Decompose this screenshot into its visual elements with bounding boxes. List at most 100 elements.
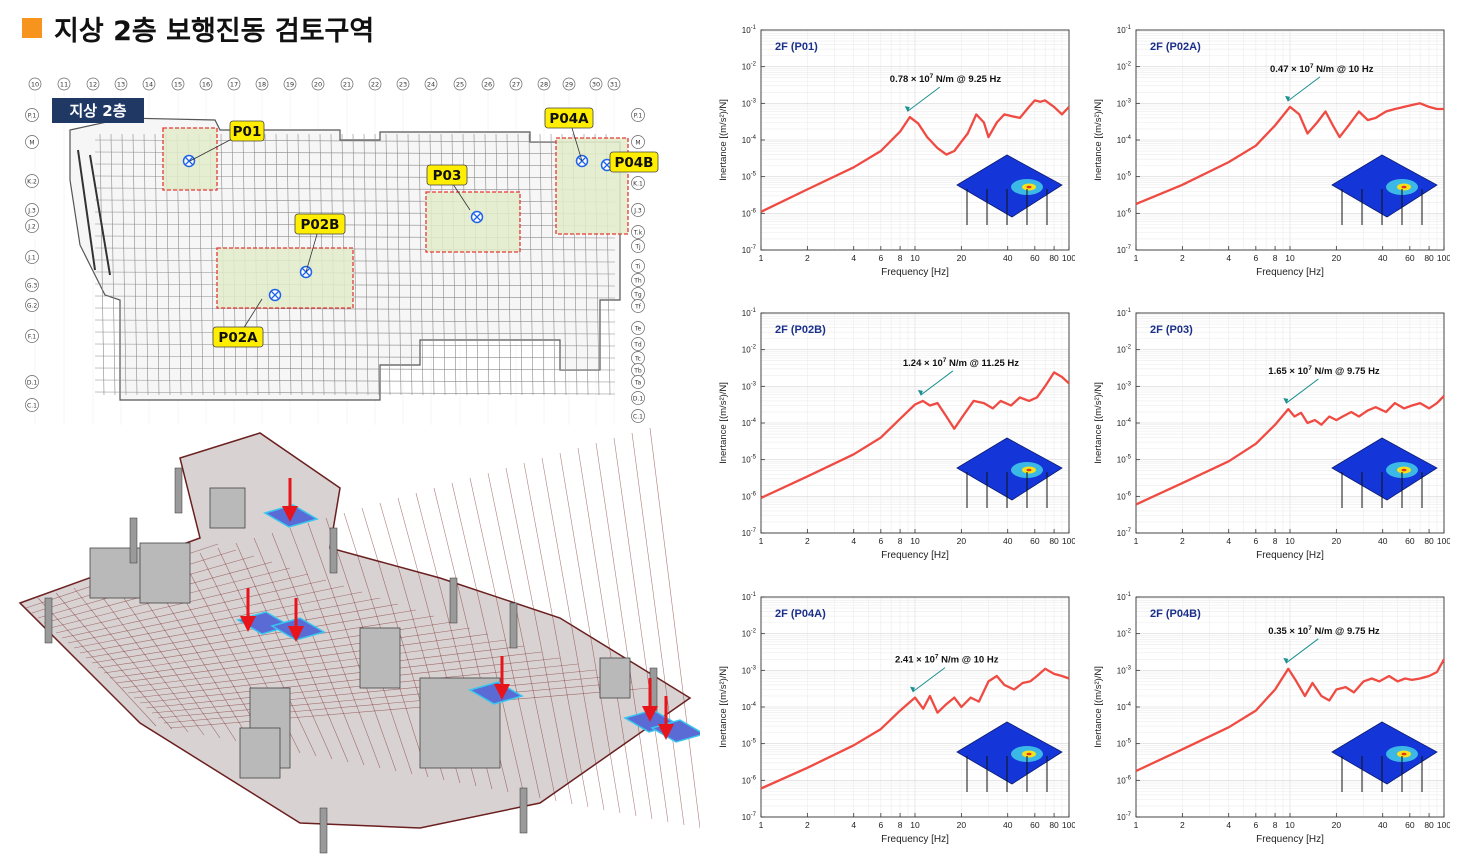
annotation-leader bbox=[912, 667, 946, 693]
grid-axis-label: 19 bbox=[286, 81, 294, 89]
grid-axis-label: J.3 bbox=[633, 208, 642, 215]
y-axis-label: Inertance [(m/s²)/N] bbox=[1093, 666, 1104, 748]
grid-axis-bubble bbox=[424, 77, 438, 91]
x-tick-label: 10 bbox=[910, 820, 920, 830]
grid-axis-label: 14 bbox=[145, 81, 153, 89]
grid-line bbox=[61, 579, 327, 639]
measurement-cross bbox=[271, 291, 279, 299]
grid-line bbox=[217, 547, 317, 757]
x-tick-label: 2 bbox=[805, 536, 810, 546]
mode-shape-peak bbox=[1026, 468, 1032, 472]
grid-axis-label: 20 bbox=[314, 81, 322, 89]
chart-p04a: 1 2 4 6 8 10 20 40 60 80 100 10-7 10-6 10-5 10-4 10-3 10… bbox=[718, 592, 1075, 845]
y-tick-label: 10-7 bbox=[1117, 528, 1132, 538]
beam-line bbox=[132, 133, 138, 396]
annotation-leader bbox=[907, 86, 941, 112]
grid-axis-bubble bbox=[227, 77, 241, 91]
x-tick-label: 2 bbox=[1180, 820, 1185, 830]
beam-line bbox=[94, 367, 616, 371]
grid bbox=[760, 597, 1069, 818]
mode-shape-plate bbox=[956, 721, 1063, 785]
grid-axis-label: Ti bbox=[634, 264, 640, 271]
grid-axis-label: J.2 bbox=[27, 224, 36, 231]
grid-axis-label: 13 bbox=[117, 81, 125, 89]
zone-p04b: P04B bbox=[600, 151, 659, 173]
grid-line bbox=[613, 437, 669, 823]
grid-axis-bubble bbox=[631, 391, 645, 405]
x-tick-label: 1 bbox=[1134, 820, 1139, 830]
grid-axis-label: 30 bbox=[592, 81, 600, 89]
arrow-head bbox=[240, 616, 256, 632]
y-tick-label: 10-3 bbox=[742, 381, 757, 391]
grid-axis-label: 31 bbox=[610, 81, 618, 89]
x-tick-label: 6 bbox=[1253, 536, 1258, 546]
grid-line bbox=[67, 585, 345, 644]
y-tick-label: 10-3 bbox=[742, 665, 757, 675]
grid-line bbox=[307, 522, 397, 772]
x-tick-label: 80 bbox=[1049, 253, 1059, 263]
grid-line bbox=[79, 597, 381, 654]
zone-p01: P01 bbox=[162, 120, 265, 191]
mode-shape-plate bbox=[956, 437, 1063, 501]
grid-line bbox=[115, 633, 489, 684]
x-tick-label: 40 bbox=[1378, 253, 1388, 263]
framing-lines bbox=[94, 133, 616, 396]
grid-axis-bubble bbox=[631, 203, 645, 217]
grid bbox=[760, 313, 1069, 534]
y-tick-label: 10-6 bbox=[1117, 208, 1132, 218]
grid-axis-bubble bbox=[311, 77, 325, 91]
x-tick-label: 40 bbox=[1003, 253, 1013, 263]
y-tick-label: 10-1 bbox=[1117, 592, 1132, 602]
beam-line bbox=[110, 133, 116, 396]
beam-line bbox=[94, 235, 616, 239]
x-tick-label: 20 bbox=[1332, 820, 1342, 830]
x-tick-label: 8 bbox=[898, 820, 903, 830]
annotation-text: 0.78 × 107 N/m @ 9.25 Hz bbox=[890, 73, 1002, 85]
grid-axis-label: 11 bbox=[60, 81, 68, 89]
zone-label: P01 bbox=[233, 124, 262, 140]
y-tick-label: 10-2 bbox=[1117, 345, 1132, 355]
grid-axis-bubble bbox=[631, 259, 645, 273]
zone-area bbox=[555, 137, 629, 235]
x-tick-label: 100 bbox=[1437, 820, 1450, 830]
column bbox=[129, 517, 138, 564]
y-tick-label: 10-4 bbox=[1117, 418, 1132, 428]
arrow-head bbox=[642, 706, 658, 722]
grid-line bbox=[91, 609, 417, 664]
series-line bbox=[1135, 658, 1446, 773]
grid-axis-bubble bbox=[631, 108, 645, 122]
zone-label: P03 bbox=[433, 168, 462, 184]
grid-axis-label: 29 bbox=[565, 81, 573, 89]
mode-shape-inset bbox=[956, 437, 1063, 508]
grid-axis-bubble bbox=[25, 298, 39, 312]
y-tick-label: 10-7 bbox=[742, 812, 757, 822]
x-tick-label: 1 bbox=[759, 253, 764, 263]
y-tick-label: 10-5 bbox=[1117, 172, 1132, 182]
grid-axis-bubble bbox=[631, 176, 645, 190]
x-tick-label: 80 bbox=[1424, 253, 1434, 263]
grid-axis-label: 12 bbox=[89, 81, 97, 89]
chart-p02b: 1 2 4 6 8 10 20 40 60 80 100 10-7 10-6 10-5 10-4 10-3 10… bbox=[718, 308, 1075, 561]
grid bbox=[1135, 313, 1444, 534]
grid-axis-bubble bbox=[589, 77, 603, 91]
y-tick-label: 10-4 bbox=[742, 418, 757, 428]
zone-p03: P03 bbox=[425, 164, 521, 253]
zone-label: P04B bbox=[615, 155, 654, 171]
grid-line bbox=[577, 447, 637, 817]
chart-p04b: 1 2 4 6 8 10 20 40 60 80 100 10-7 10-6 10-5 10-4 10-3 10… bbox=[1093, 592, 1450, 845]
grid-axis-bubble bbox=[114, 77, 128, 91]
load-arrow-icon bbox=[658, 696, 674, 740]
y-tick-label: 10-6 bbox=[1117, 775, 1132, 785]
annotation-text: 1.24 × 107 N/m @ 11.25 Hz bbox=[903, 357, 1019, 369]
x-axis-label: Frequency [Hz] bbox=[881, 834, 949, 845]
grid-axis-bubble bbox=[142, 77, 156, 91]
x-tick-label: 80 bbox=[1049, 536, 1059, 546]
measurement-cross bbox=[473, 213, 481, 221]
column bbox=[329, 527, 338, 574]
grid-line bbox=[73, 587, 189, 733]
arrow-head bbox=[494, 684, 510, 700]
beam-line bbox=[94, 247, 616, 251]
series-line bbox=[1135, 102, 1444, 206]
y-tick-label: 10-6 bbox=[742, 208, 757, 218]
grid-line bbox=[85, 603, 399, 659]
